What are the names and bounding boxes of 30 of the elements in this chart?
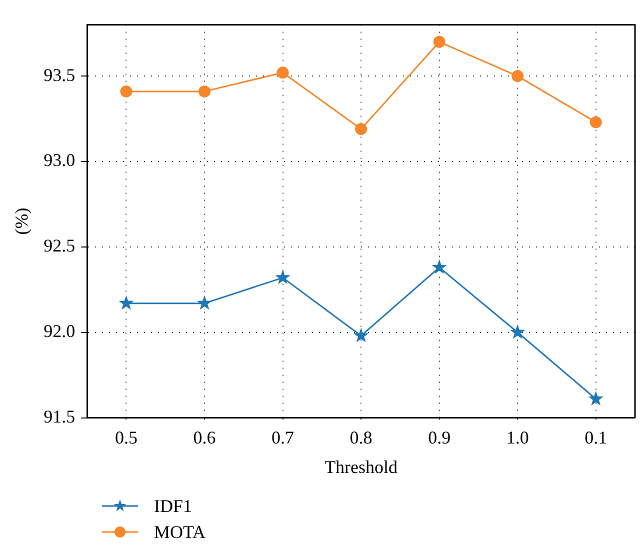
point: [120, 85, 132, 98]
x-tick-label: 0.1: [584, 427, 608, 448]
point: [196, 295, 212, 310]
x-tick-label: 0.8: [350, 427, 372, 448]
x-tick-label: 0.9: [428, 427, 451, 448]
y-tick-label: 93.0: [44, 150, 76, 170]
point: [353, 328, 369, 342]
point: [510, 324, 526, 339]
point: [590, 116, 602, 128]
x-tick-label: 0.5: [114, 427, 138, 448]
x-tick-label: 0.6: [193, 427, 216, 448]
point: [588, 391, 604, 406]
y-axis-title: (%): [12, 208, 32, 235]
x-tick-label: 1.0: [506, 427, 529, 448]
legend-label: IDF1: [154, 496, 192, 516]
point: [512, 70, 524, 82]
point: [275, 270, 290, 284]
y-tick-label: 92.0: [44, 321, 76, 342]
y-tick-label: 91.5: [44, 406, 76, 427]
point: [355, 123, 368, 136]
x-tick-label: 0.7: [272, 427, 294, 448]
legend-label: MOTA: [154, 522, 206, 542]
y-tick-label: 93.5: [44, 64, 76, 85]
y-tick-label: 92.5: [44, 236, 76, 256]
point: [432, 259, 447, 274]
point: [198, 85, 211, 98]
point: [118, 295, 134, 310]
x-axis-title: Threshold: [324, 456, 398, 477]
point: [276, 66, 289, 79]
point: [433, 36, 446, 48]
